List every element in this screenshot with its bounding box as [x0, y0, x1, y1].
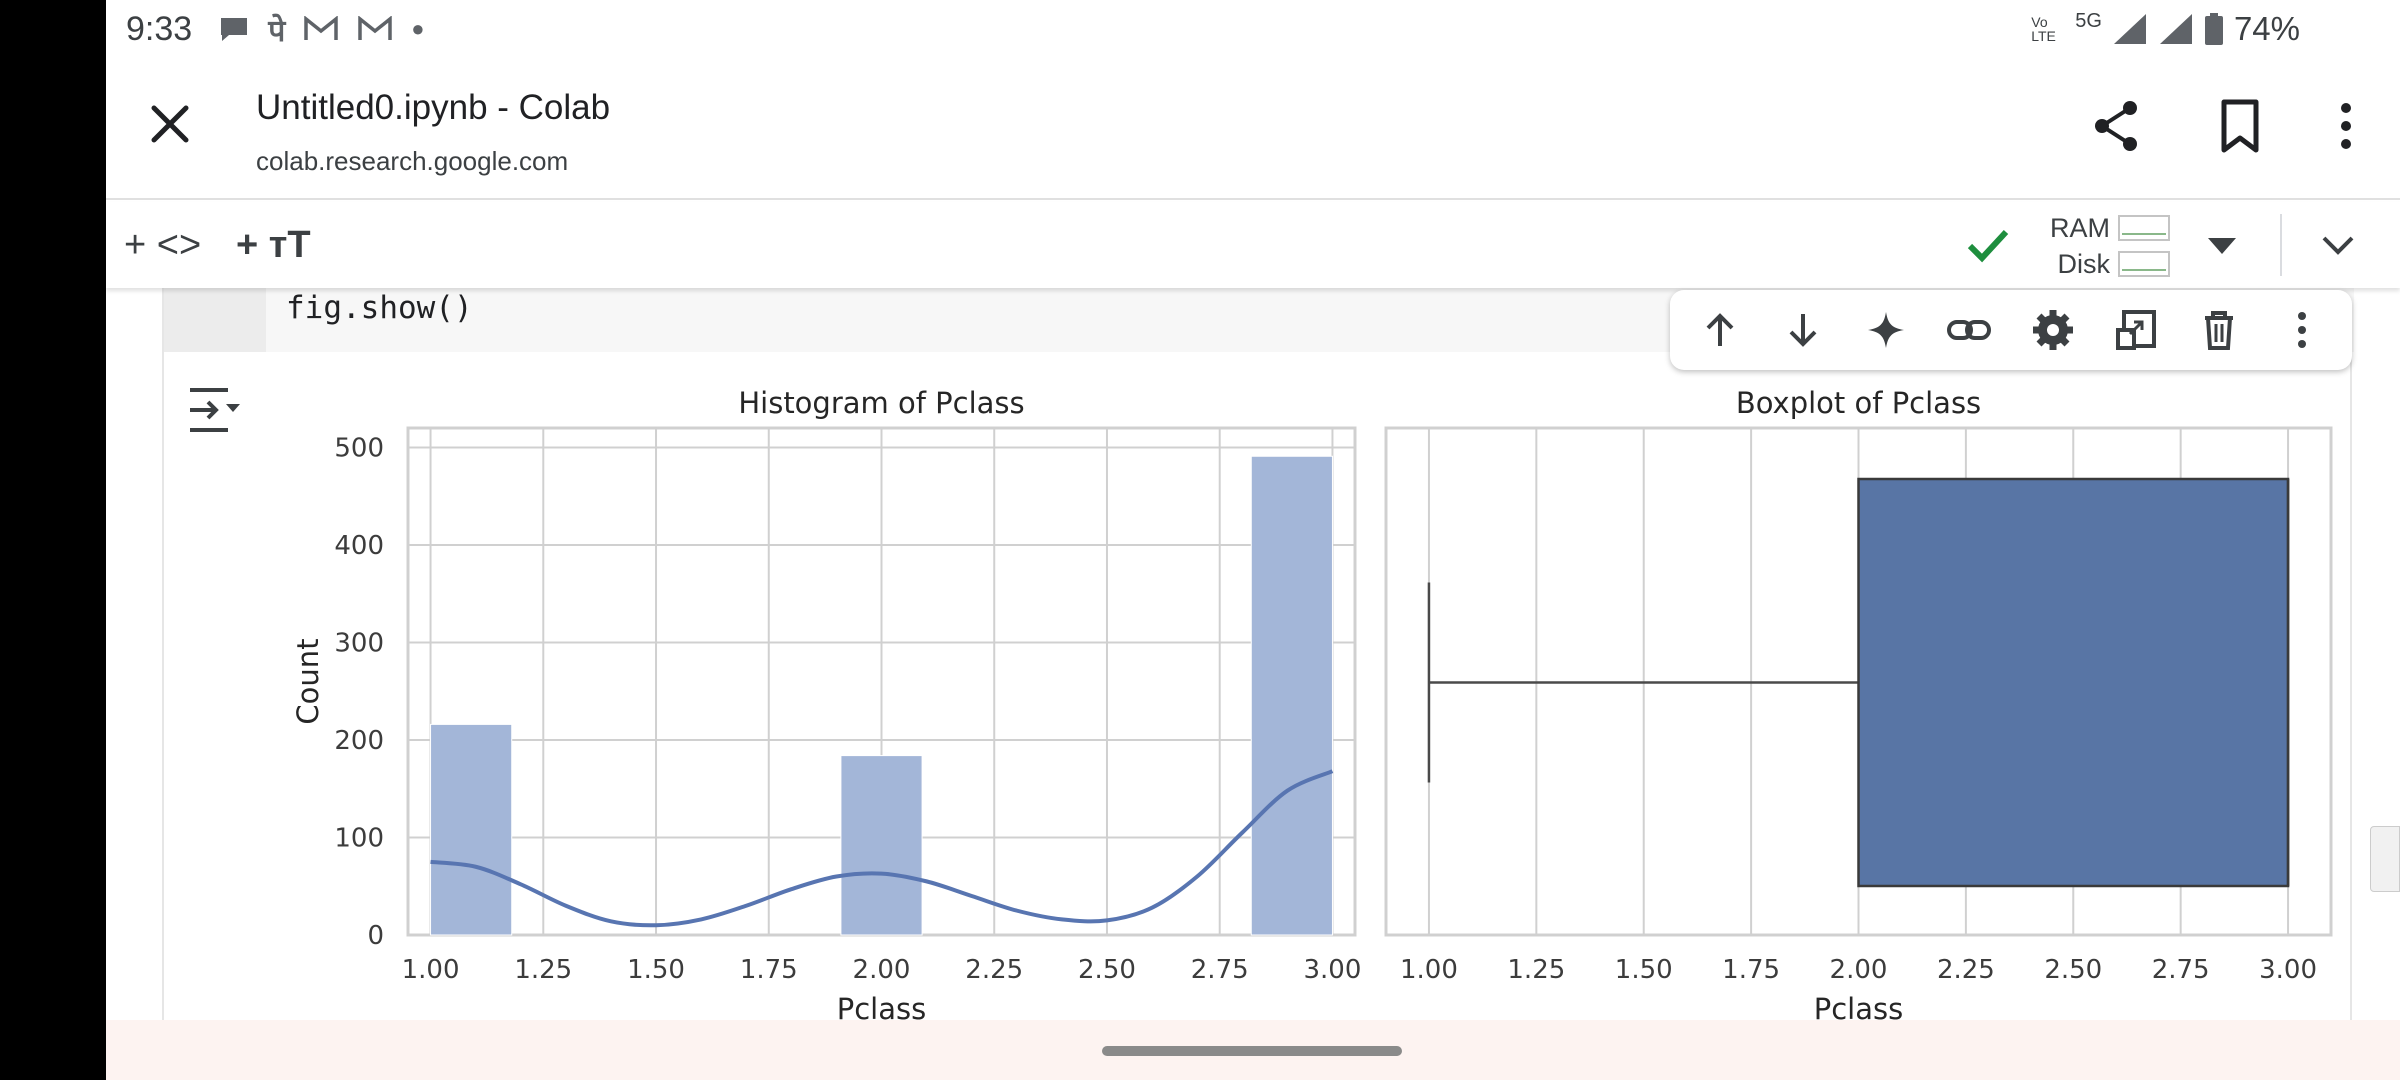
- close-icon[interactable]: [142, 96, 198, 152]
- volte-label: Vo LTE: [2031, 14, 2056, 44]
- custom-tab-header: Untitled0.ipynb - Colab colab.research.g…: [106, 58, 2400, 200]
- box-x-tick-label: 1.00: [1400, 955, 1458, 985]
- output-actions-icon[interactable]: [186, 384, 244, 438]
- pe-icon: पे: [268, 14, 286, 48]
- signal-icon: [2159, 14, 2192, 44]
- hist-bar: [430, 723, 513, 936]
- box-x-tick-label: 2.25: [1937, 955, 1995, 985]
- colab-toolbar: + <> + ᴛT RAM Disk: [106, 202, 2400, 288]
- more-vert-icon[interactable]: [2277, 305, 2327, 355]
- delete-icon[interactable]: [2194, 305, 2244, 355]
- code-line: fig.show(): [286, 290, 473, 326]
- status-time: 9:33: [126, 9, 193, 48]
- hist-y-tick-label: 300: [334, 629, 384, 659]
- hist-bar: [1250, 455, 1333, 936]
- hist-y-tick-label: 500: [334, 434, 384, 464]
- chevron-down-icon[interactable]: [2316, 224, 2360, 264]
- share-icon[interactable]: [2086, 96, 2146, 156]
- box-x-tick-label: 1.75: [1722, 955, 1780, 985]
- hist-bar: [840, 755, 923, 936]
- hist-x-tick-label: 1.75: [740, 955, 798, 985]
- notification-icons: पे ●: [218, 9, 425, 50]
- histogram-chart: 1.00 1.25 1.50 1.75 2.00 2.25 2.50 2.75 3.00 0 100…: [291, 386, 1361, 1026]
- battery-icon: [2204, 13, 2223, 45]
- link-icon[interactable]: [1944, 305, 1994, 355]
- disk-bar: [2118, 251, 2170, 277]
- hist-y-tick-label: 200: [334, 726, 384, 756]
- cell-gutter: [164, 288, 266, 352]
- gesture-handle[interactable]: [1102, 1046, 1402, 1056]
- box-x-tick-label: 1.50: [1615, 955, 1673, 985]
- page-url: colab.research.google.com: [256, 146, 569, 176]
- add-text-button[interactable]: + ᴛT: [236, 223, 311, 266]
- chat-bubble-icon: [221, 18, 248, 41]
- bookmark-icon[interactable]: [2210, 96, 2270, 156]
- move-down-icon[interactable]: [1778, 305, 1828, 355]
- hist-y-tick-label: 400: [334, 531, 384, 561]
- gmail-icon: [304, 16, 338, 40]
- more-vert-icon[interactable]: [2316, 96, 2376, 156]
- hist-title: Histogram of Pclass: [738, 386, 1024, 420]
- move-up-icon[interactable]: [1695, 305, 1745, 355]
- hist-x-tick-label: 3.00: [1304, 955, 1362, 985]
- hist-kde-line: [430, 769, 1334, 928]
- sparkle-icon[interactable]: [1861, 305, 1911, 355]
- box-x-tick-label: 3.00: [2259, 955, 2317, 985]
- cell-toolbar: [1670, 290, 2352, 370]
- gmail-icon: [358, 16, 392, 40]
- black-edge: [0, 0, 106, 1080]
- boxplot-chart: 1.00 1.25 1.50 1.75 2.00 2.25 2.50 2.75 3.00 Boxp…: [1384, 386, 2333, 1026]
- box-title: Boxplot of Pclass: [1736, 386, 1981, 420]
- page-title: Untitled0.ipynb - Colab: [256, 88, 611, 127]
- dropdown-triangle-icon[interactable]: [2204, 230, 2240, 260]
- hist-x-tick-label: 1.25: [514, 955, 572, 985]
- hist-x-tick-label: 2.00: [853, 955, 911, 985]
- hist-x-tick-label: 1.00: [402, 955, 460, 985]
- status-right: Vo LTE 5G 74%: [2031, 10, 2300, 48]
- box-x-tick-label: 2.00: [1830, 955, 1888, 985]
- hist-x-tick-label: 2.50: [1078, 955, 1136, 985]
- hist-y-axis-label: Count: [291, 638, 325, 724]
- network-label: 5G: [2075, 10, 2102, 32]
- resource-monitor[interactable]: RAM Disk: [2040, 210, 2170, 282]
- box-iqr-rect: [1857, 477, 2290, 888]
- ram-label: RAM: [2050, 212, 2110, 243]
- scrollbar-thumb[interactable]: [2370, 826, 2400, 892]
- hist-x-tick-label: 2.25: [965, 955, 1023, 985]
- signal-icon: [2113, 14, 2146, 44]
- dot-icon: ●: [411, 16, 425, 41]
- status-bar: 9:33 पे ● Vo LTE 5G 74%: [106, 0, 2400, 58]
- hist-y-tick-label: 0: [367, 921, 384, 951]
- settings-icon[interactable]: [2028, 305, 2078, 355]
- hist-x-tick-label: 2.75: [1191, 955, 1249, 985]
- hist-x-tick-label: 1.50: [627, 955, 685, 985]
- add-code-button[interactable]: + <>: [124, 223, 202, 266]
- mirror-cell-icon[interactable]: [2111, 305, 2161, 355]
- disk-label: Disk: [2057, 248, 2111, 279]
- toolbar-divider: [2280, 214, 2282, 276]
- battery-percent: 74%: [2233, 10, 2300, 47]
- hist-y-tick-label: 100: [334, 824, 384, 854]
- box-x-tick-label: 2.75: [2152, 955, 2210, 985]
- ram-bar: [2118, 215, 2170, 241]
- connected-check-icon[interactable]: [1962, 220, 2012, 270]
- box-x-tick-label: 2.50: [2044, 955, 2102, 985]
- box-x-tick-label: 1.25: [1507, 955, 1565, 985]
